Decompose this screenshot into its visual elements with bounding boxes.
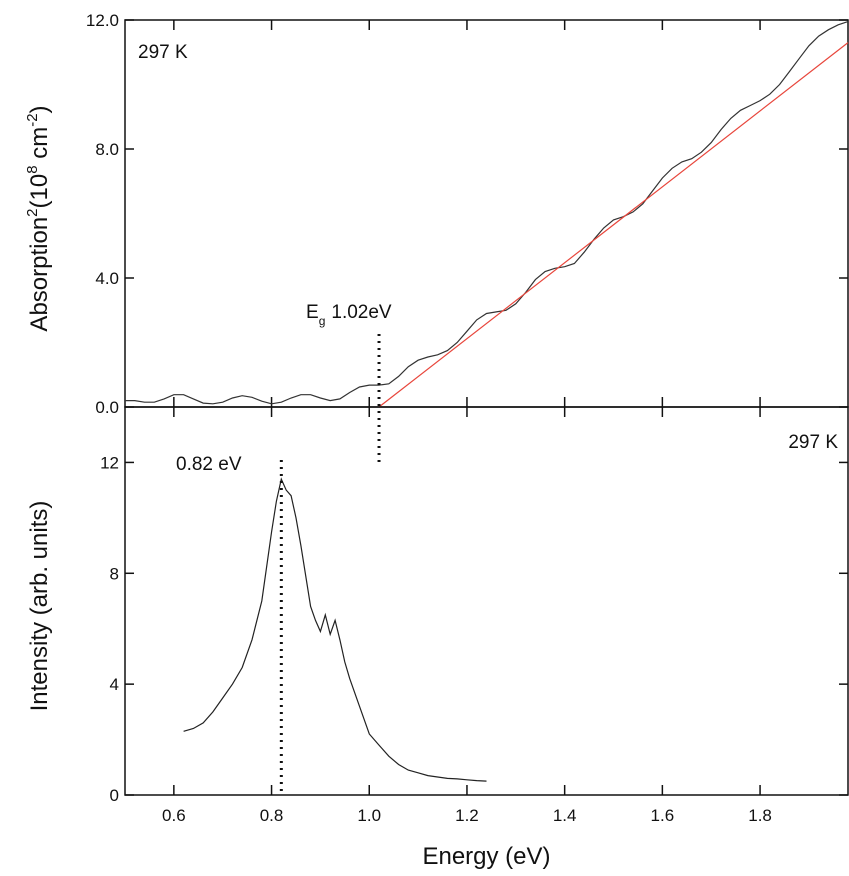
x-tick-label: 1.0: [357, 806, 381, 825]
annotation: 297 K: [138, 42, 188, 63]
plot-frame: [124, 19, 849, 408]
x-tick-label: 1.8: [748, 806, 772, 825]
x-tick-label: 0.8: [260, 806, 284, 825]
x-tick-label: 1.4: [553, 806, 577, 825]
y-tick-label: 8.0: [95, 140, 119, 159]
y-tick-label: 12: [100, 453, 119, 472]
x-axis-title: Energy (eV): [422, 843, 550, 870]
y-tick-label: 0: [110, 786, 119, 805]
y-axis-title-part: Absorption: [26, 217, 53, 332]
y-axis-title-part: (10: [26, 174, 53, 209]
y-axis-title: Absorption2(108 cm-2): [24, 105, 53, 331]
y-tick-label: 0.0: [95, 398, 119, 417]
gap-value: 1.02eV: [331, 302, 392, 323]
gap-label: Eg 1.02eV: [306, 302, 392, 328]
y-axis-title-superscript: 2: [24, 208, 41, 216]
x-tick-label: 1.6: [651, 806, 675, 825]
y-tick-label: 12.0: [86, 11, 119, 30]
data-line: [125, 21, 849, 405]
annotation: 297 K: [788, 432, 838, 453]
y-axis-title-part: ): [26, 105, 53, 113]
x-tick-label: 0.6: [162, 806, 186, 825]
data-line: [378, 42, 849, 408]
gap-symbol: E: [306, 302, 319, 323]
y-axis-title-superscript: 8: [24, 165, 41, 173]
y-axis-title-part: cm: [26, 127, 53, 166]
gap-subscript: g: [319, 314, 326, 328]
plot-frame: [124, 406, 849, 796]
y-tick-label: 4: [110, 675, 119, 694]
data-line: [183, 477, 487, 782]
peak-label: 0.82 eV: [176, 454, 242, 475]
y-axis-title: Intensity (arb. units): [26, 501, 53, 712]
x-tick-label: 1.2: [455, 806, 479, 825]
y-tick-label: 8: [110, 564, 119, 583]
y-tick-label: 4.0: [95, 269, 119, 288]
y-axis-title-superscript: -2: [24, 113, 41, 126]
